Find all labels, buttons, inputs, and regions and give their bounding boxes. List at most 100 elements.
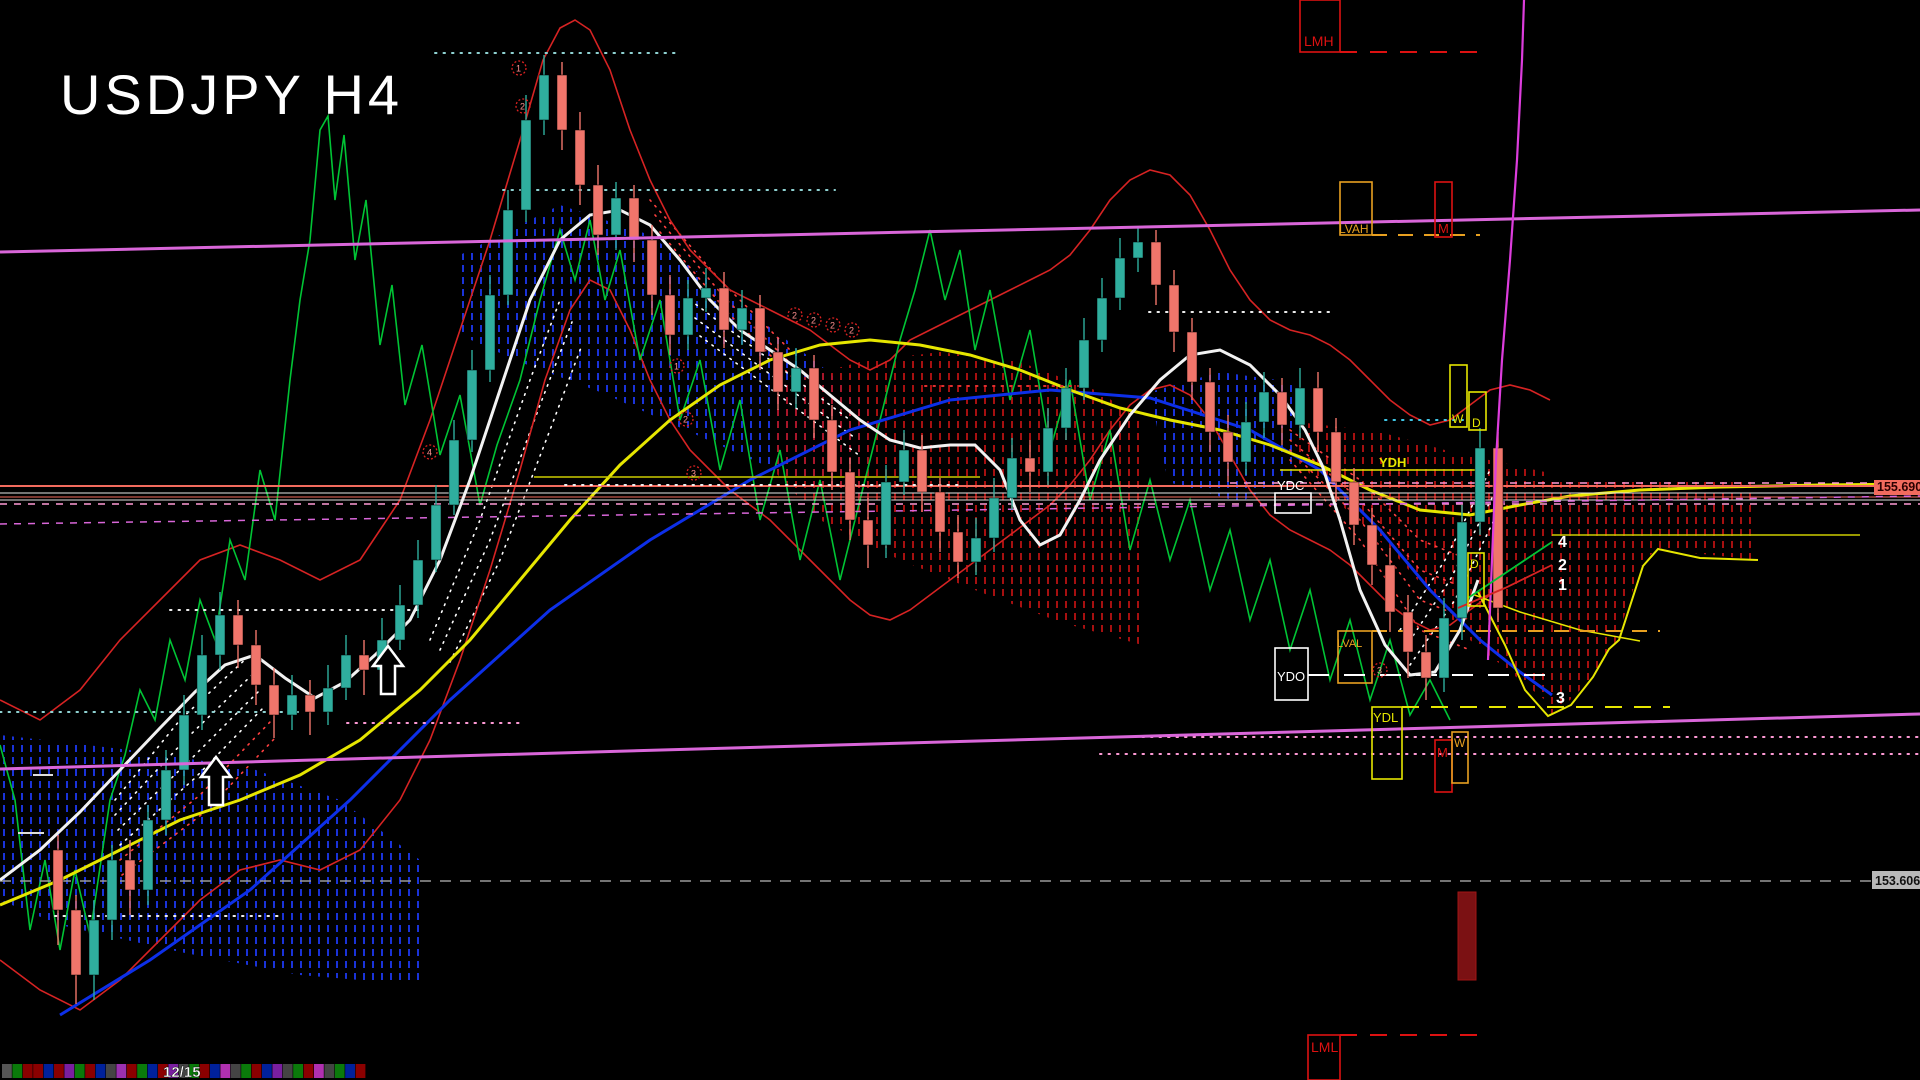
candle-26 [520,95,532,222]
magenta-channel-lower-line [0,712,1920,771]
candle-41 [790,348,802,408]
signal-circle-marker-7 [806,312,822,328]
strip-block-5 [54,1064,64,1078]
strip-block-24 [251,1064,262,1078]
candle-34 [664,275,676,355]
candle-43 [826,405,838,490]
candle-27 [538,55,550,135]
candle-8 [196,635,208,730]
candle-45 [862,498,874,568]
candle-74 [1384,548,1396,632]
candle-15 [322,665,334,725]
strip-block-19 [199,1064,210,1078]
candle-49 [934,478,946,552]
strip-block-6 [64,1064,75,1078]
candle-28 [556,62,568,150]
red-upper-envelope-line [0,19,1551,721]
blue-moving-average-line [59,388,1553,1017]
lml-box-label: LML [1311,1039,1338,1055]
candle-67 [1258,372,1270,438]
candle-33 [646,225,658,315]
candle-79 [1474,428,1486,535]
signal-circle-number-0: 1 [516,64,521,74]
strip-block-2 [22,1064,33,1078]
strip-block-10 [106,1064,116,1078]
candle-20 [412,540,424,618]
strip-block-32 [334,1064,345,1078]
signal-circle-number-9: 2 [849,326,854,336]
m-top-box [1434,181,1453,238]
candle-57 [1078,318,1090,400]
endpoint-3: 3 [1556,690,1565,707]
candle-0 [52,835,64,945]
lmh-box [1299,0,1341,53]
dotted-fan-line-2 [117,689,261,831]
signal-circle-marker-5 [686,465,702,481]
ichimoku-cloud-red-5 [1545,482,1758,717]
lmh-box-label: LMH [1304,33,1334,49]
yellow-cloud-boundary-line [1477,547,1759,718]
signal-circle-marker-0 [511,60,527,76]
magenta-channel-upper-line [0,208,1920,254]
candle-21 [430,485,442,572]
signal-circle-number-10: 3 [1377,666,1382,676]
up-arrow-marker-0 [198,754,234,807]
candle-40 [772,338,784,410]
signal-circle-marker-8 [825,317,841,333]
candle-3 [106,845,118,940]
lval-box-label: LVAL [1337,638,1362,650]
candle-70 [1312,372,1324,452]
w-bottom-box [1451,731,1469,784]
d-right-box-label: D [1470,557,1479,571]
candle-9 [214,592,226,670]
dark-red-bar [1457,891,1477,981]
candle-37 [718,272,730,348]
strip-block-12 [126,1064,137,1078]
signal-circle-number-6: 2 [792,311,797,321]
signal-circle-number-2: 4 [427,448,432,458]
strip-block-27 [282,1064,293,1078]
candle-80 [1492,432,1504,622]
strip-block-11 [116,1064,127,1078]
white-moving-average-line [0,208,1480,882]
candle-60 [1132,228,1144,272]
candle-62 [1168,270,1180,352]
candle-63 [1186,318,1198,400]
candle-48 [916,435,928,512]
candle-46 [880,465,892,558]
date-label: 12/15 [163,1064,201,1080]
dotted-fan-line-17 [1409,511,1499,666]
strip-block-7 [74,1064,85,1078]
ichimoku-cloud-blue-0 [0,735,420,985]
lvah-box [1339,181,1373,236]
signal-circle-number-8: 2 [830,321,835,331]
candle-39 [754,295,766,370]
candle-47 [898,430,910,495]
candle-32 [628,185,640,262]
signal-circle-marker-9 [844,322,860,338]
dotted-fan-line-12 [429,299,561,641]
green-endpoint-line [1467,541,1553,599]
candle-13 [286,675,298,730]
candle-38 [736,290,748,345]
strip-block-17 [178,1064,189,1078]
ydo-box [1274,647,1309,701]
strip-block-26 [272,1064,283,1078]
strip-block-16 [168,1064,179,1078]
strip-block-33 [345,1064,355,1078]
candle-23 [466,350,478,452]
strip-block-29 [303,1064,314,1078]
dotted-fan-line-13 [439,321,573,651]
candle-58 [1096,278,1108,352]
candle-75 [1402,595,1414,678]
strip-block-25 [262,1064,272,1078]
gray-price-tag-text: 153.606 [1875,874,1920,888]
ichimoku-cloud-blue-1 [460,205,868,505]
dotted-fan-line-0 [114,654,251,801]
candle-53 [1006,438,1018,510]
candle-56 [1060,368,1072,440]
candle-16 [340,635,352,700]
strip-block-0 [2,1064,12,1078]
